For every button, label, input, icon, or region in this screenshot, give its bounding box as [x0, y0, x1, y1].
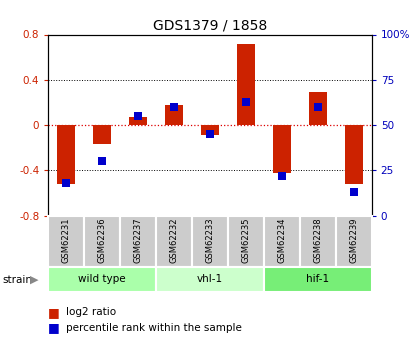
- Bar: [273, 125, 291, 172]
- Point: [243, 99, 249, 104]
- Text: hif-1: hif-1: [306, 275, 329, 284]
- Text: GSM62237: GSM62237: [134, 218, 143, 263]
- Point: [63, 180, 70, 186]
- Text: GSM62231: GSM62231: [62, 218, 71, 263]
- Bar: [264, 267, 372, 292]
- Bar: [84, 216, 120, 267]
- Bar: [264, 216, 300, 267]
- Bar: [156, 216, 192, 267]
- Text: log2 ratio: log2 ratio: [66, 307, 116, 317]
- Point: [99, 159, 105, 164]
- Text: GSM62233: GSM62233: [205, 218, 215, 263]
- Bar: [300, 216, 336, 267]
- Point: [350, 189, 357, 195]
- Text: GSM62232: GSM62232: [170, 218, 178, 263]
- Point: [171, 104, 177, 110]
- Point: [315, 104, 321, 110]
- Text: wild type: wild type: [79, 275, 126, 284]
- Bar: [48, 216, 84, 267]
- Bar: [156, 267, 264, 292]
- Point: [207, 131, 213, 137]
- Bar: [192, 216, 228, 267]
- Text: ▶: ▶: [30, 275, 39, 285]
- Point: [278, 173, 285, 179]
- Bar: [309, 92, 327, 125]
- Text: GDS1379 / 1858: GDS1379 / 1858: [153, 19, 267, 33]
- Bar: [129, 117, 147, 125]
- Bar: [57, 125, 75, 184]
- Text: strain: strain: [2, 275, 32, 285]
- Bar: [336, 216, 372, 267]
- Bar: [237, 43, 255, 125]
- Bar: [228, 216, 264, 267]
- Bar: [165, 105, 183, 125]
- Text: ■: ■: [48, 321, 60, 334]
- Text: vhl-1: vhl-1: [197, 275, 223, 284]
- Bar: [345, 125, 363, 184]
- Bar: [48, 267, 156, 292]
- Bar: [93, 125, 111, 144]
- Text: GSM62239: GSM62239: [349, 218, 358, 263]
- Text: GSM62238: GSM62238: [313, 218, 322, 263]
- Text: GSM62234: GSM62234: [277, 218, 286, 263]
- Text: GSM62236: GSM62236: [98, 218, 107, 263]
- Text: ■: ■: [48, 306, 60, 319]
- Text: percentile rank within the sample: percentile rank within the sample: [66, 323, 242, 333]
- Bar: [201, 125, 219, 135]
- Text: GSM62235: GSM62235: [241, 218, 250, 263]
- Point: [135, 113, 142, 119]
- Bar: [120, 216, 156, 267]
